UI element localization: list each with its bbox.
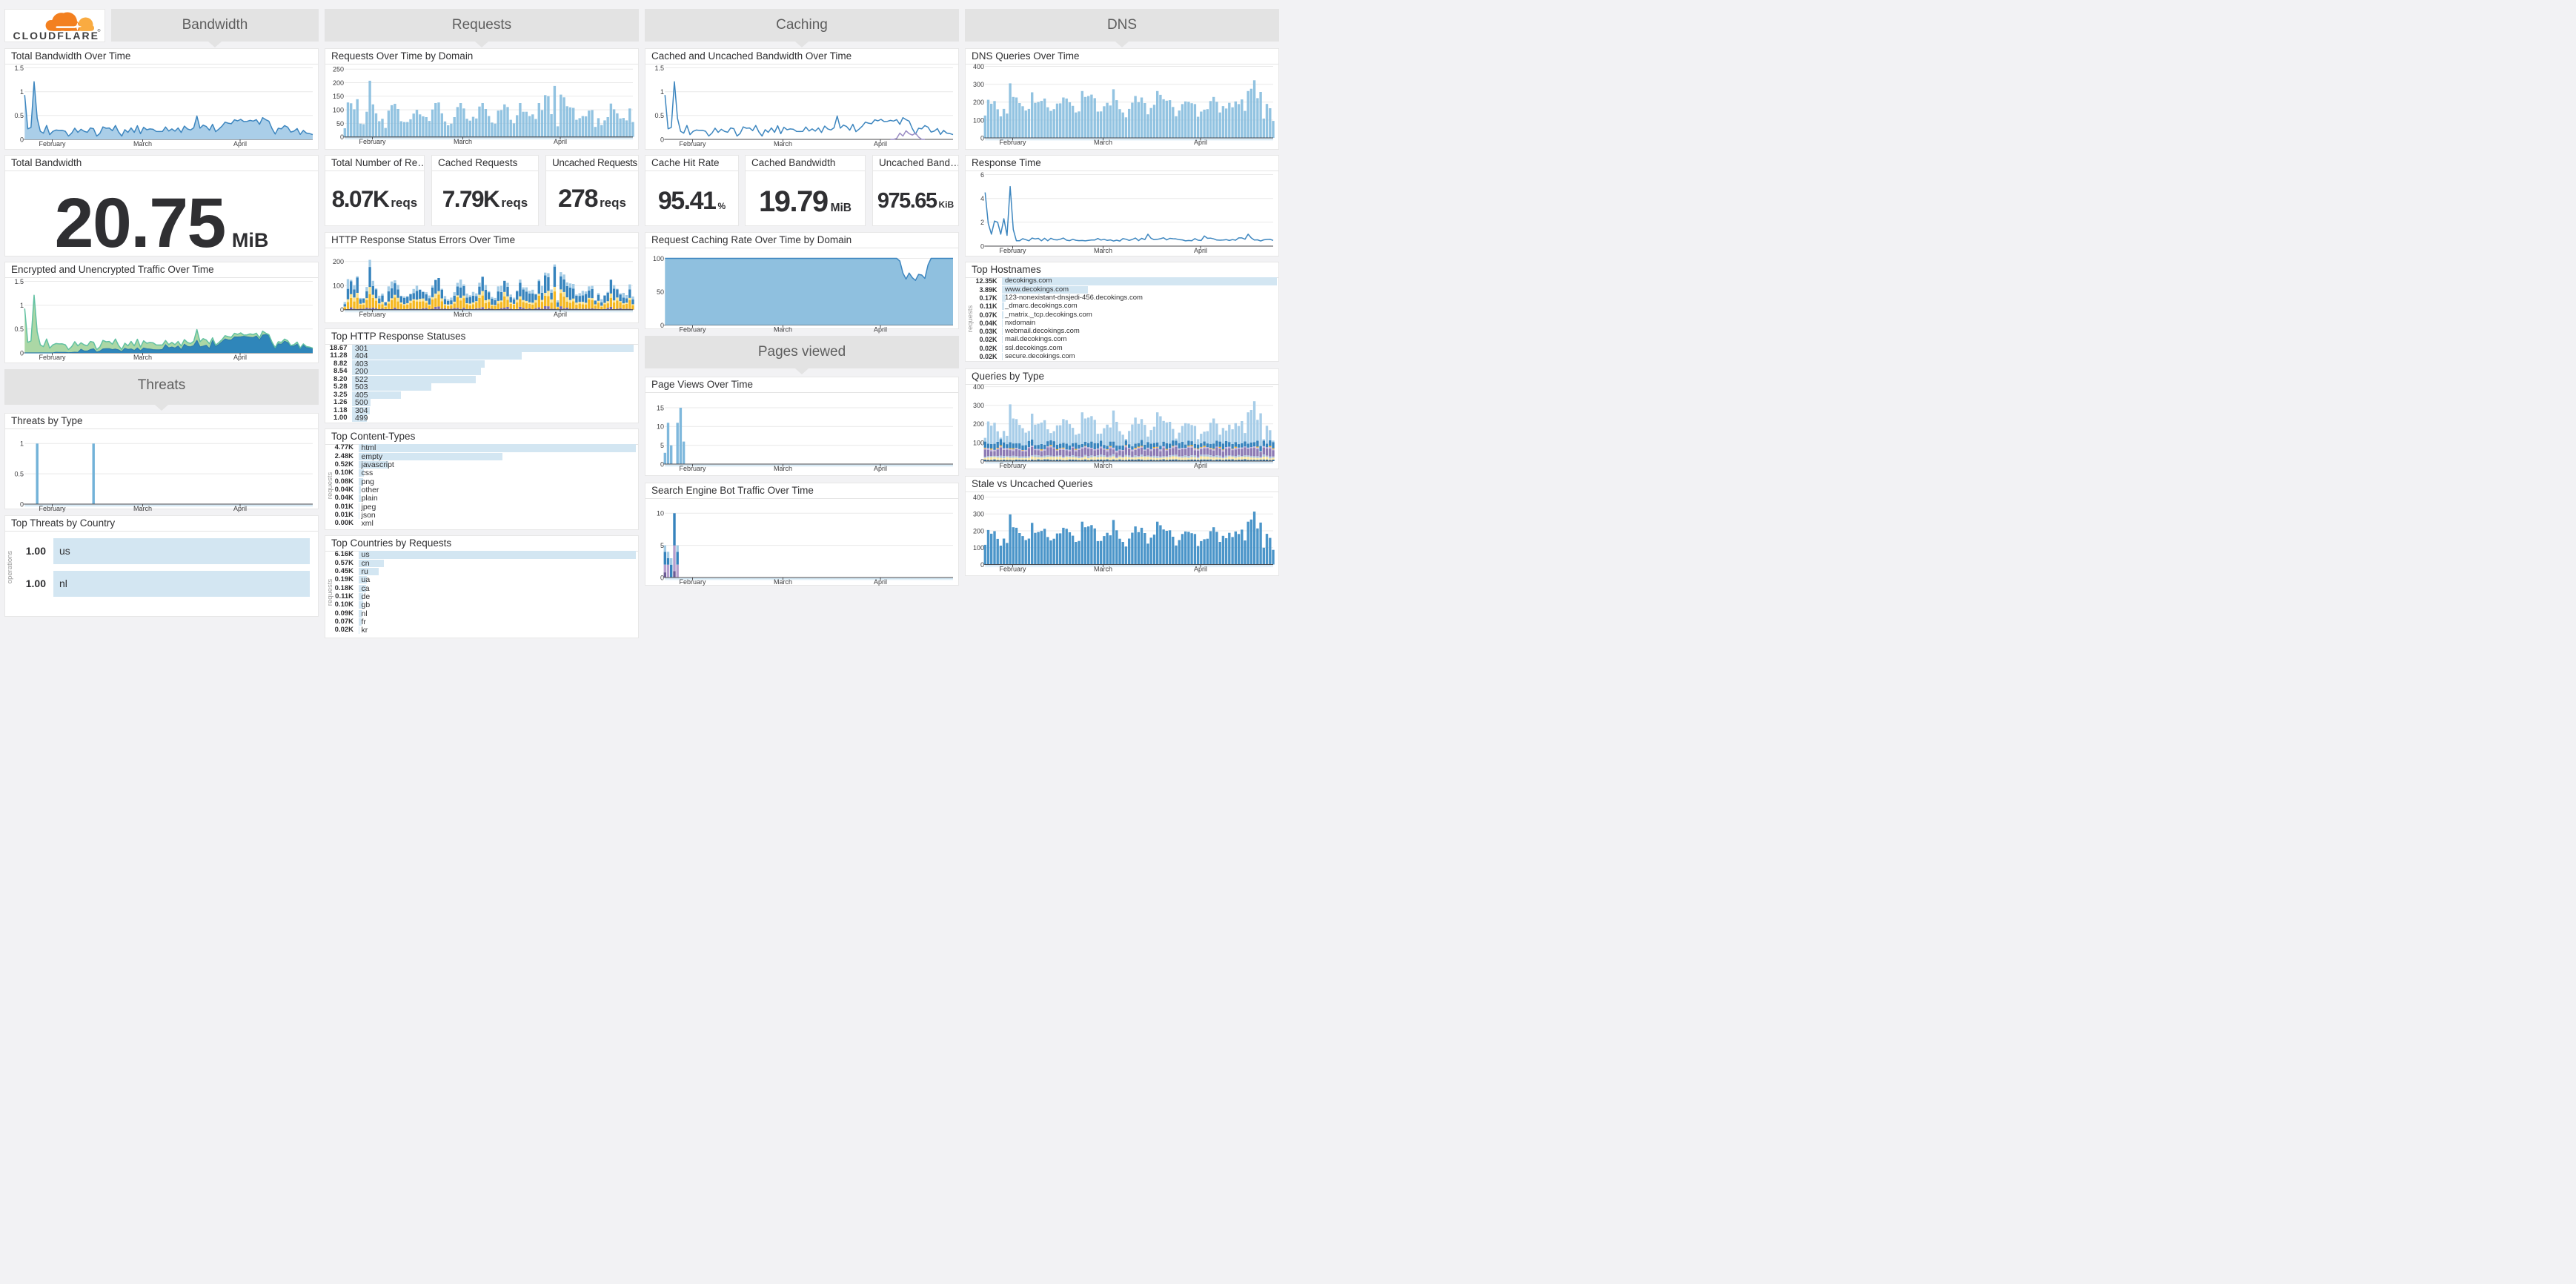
svg-text:15: 15 xyxy=(657,404,664,411)
svg-text:February: February xyxy=(999,462,1026,469)
svg-text:1.5: 1.5 xyxy=(654,64,664,72)
svg-text:10: 10 xyxy=(657,510,664,517)
svg-text:March: March xyxy=(1094,462,1112,469)
svg-text:150: 150 xyxy=(333,93,344,100)
svg-text:200: 200 xyxy=(973,527,984,535)
svg-text:March: March xyxy=(774,326,792,334)
svg-text:4: 4 xyxy=(980,195,984,202)
svg-text:0.5: 0.5 xyxy=(654,112,664,119)
svg-text:March: March xyxy=(1094,566,1112,573)
svg-text:1: 1 xyxy=(20,302,24,309)
svg-text:5: 5 xyxy=(660,542,664,549)
svg-text:February: February xyxy=(999,247,1026,254)
svg-text:February: February xyxy=(999,139,1026,146)
svg-text:April: April xyxy=(874,140,887,148)
svg-text:200: 200 xyxy=(333,79,344,87)
svg-text:0: 0 xyxy=(980,242,984,250)
svg-text:400: 400 xyxy=(973,383,984,391)
svg-text:1: 1 xyxy=(660,88,664,96)
svg-text:April: April xyxy=(874,578,887,586)
svg-text:March: March xyxy=(133,505,152,512)
svg-text:April: April xyxy=(233,505,247,512)
svg-text:CLOUDFLARE: CLOUDFLARE xyxy=(13,30,99,42)
svg-text:April: April xyxy=(1194,139,1207,146)
svg-text:March: March xyxy=(133,140,152,148)
svg-text:April: April xyxy=(874,465,887,472)
svg-text:400: 400 xyxy=(973,63,984,70)
svg-text:April: April xyxy=(1194,247,1207,254)
svg-text:February: February xyxy=(679,578,706,586)
svg-text:0: 0 xyxy=(980,134,984,142)
svg-text:0: 0 xyxy=(980,457,984,465)
svg-text:February: February xyxy=(679,140,706,148)
svg-text:March: March xyxy=(774,140,792,148)
svg-text:100: 100 xyxy=(973,116,984,124)
svg-text:1.5: 1.5 xyxy=(14,64,24,72)
svg-text:0: 0 xyxy=(20,500,24,508)
svg-text:February: February xyxy=(999,566,1026,573)
svg-text:April: April xyxy=(874,326,887,334)
svg-text:100: 100 xyxy=(333,282,344,290)
svg-text:February: February xyxy=(359,138,386,145)
svg-text:50: 50 xyxy=(336,120,344,128)
svg-text:February: February xyxy=(679,326,706,334)
svg-text:0: 0 xyxy=(20,349,24,357)
svg-text:100: 100 xyxy=(973,544,984,552)
svg-text:2: 2 xyxy=(980,219,984,226)
svg-text:300: 300 xyxy=(973,402,984,409)
svg-text:0: 0 xyxy=(660,322,664,329)
svg-text:0.5: 0.5 xyxy=(14,471,24,478)
svg-text:1.5: 1.5 xyxy=(14,278,24,285)
svg-text:0: 0 xyxy=(660,136,664,143)
svg-text:April: April xyxy=(554,138,567,145)
svg-text:100: 100 xyxy=(333,107,344,114)
svg-text:March: March xyxy=(1094,247,1112,254)
svg-text:0.5: 0.5 xyxy=(14,112,24,119)
svg-text:200: 200 xyxy=(973,99,984,106)
svg-text:February: February xyxy=(679,465,706,472)
svg-text:0: 0 xyxy=(660,574,664,581)
svg-text:April: April xyxy=(554,311,567,318)
svg-text:March: March xyxy=(454,311,472,318)
svg-text:March: March xyxy=(133,354,152,361)
svg-text:1: 1 xyxy=(20,440,24,448)
svg-text:February: February xyxy=(39,354,66,361)
svg-text:6: 6 xyxy=(980,171,984,179)
svg-text:February: February xyxy=(39,505,66,512)
svg-text:March: March xyxy=(1094,139,1112,146)
svg-text:February: February xyxy=(39,140,66,148)
svg-text:March: March xyxy=(774,465,792,472)
svg-text:0: 0 xyxy=(340,133,344,141)
svg-text:April: April xyxy=(233,354,247,361)
svg-text:5: 5 xyxy=(660,442,664,449)
svg-text:April: April xyxy=(233,140,247,148)
svg-text:March: March xyxy=(454,138,472,145)
svg-text:1: 1 xyxy=(20,88,24,96)
svg-text:®: ® xyxy=(98,28,101,33)
svg-text:0.5: 0.5 xyxy=(14,325,24,333)
svg-text:200: 200 xyxy=(973,420,984,428)
svg-text:0: 0 xyxy=(660,460,664,468)
svg-text:100: 100 xyxy=(653,255,664,262)
svg-text:0: 0 xyxy=(20,136,24,143)
svg-text:250: 250 xyxy=(333,66,344,73)
svg-text:200: 200 xyxy=(333,258,344,265)
svg-text:February: February xyxy=(359,311,386,318)
svg-text:April: April xyxy=(1194,462,1207,469)
svg-text:300: 300 xyxy=(973,81,984,88)
svg-text:March: March xyxy=(774,578,792,586)
svg-text:300: 300 xyxy=(973,511,984,518)
svg-text:April: April xyxy=(1194,566,1207,573)
svg-text:10: 10 xyxy=(657,423,664,431)
svg-text:50: 50 xyxy=(657,288,664,296)
svg-text:400: 400 xyxy=(973,494,984,501)
svg-text:0: 0 xyxy=(340,306,344,314)
svg-text:100: 100 xyxy=(973,439,984,446)
svg-text:0: 0 xyxy=(980,561,984,569)
